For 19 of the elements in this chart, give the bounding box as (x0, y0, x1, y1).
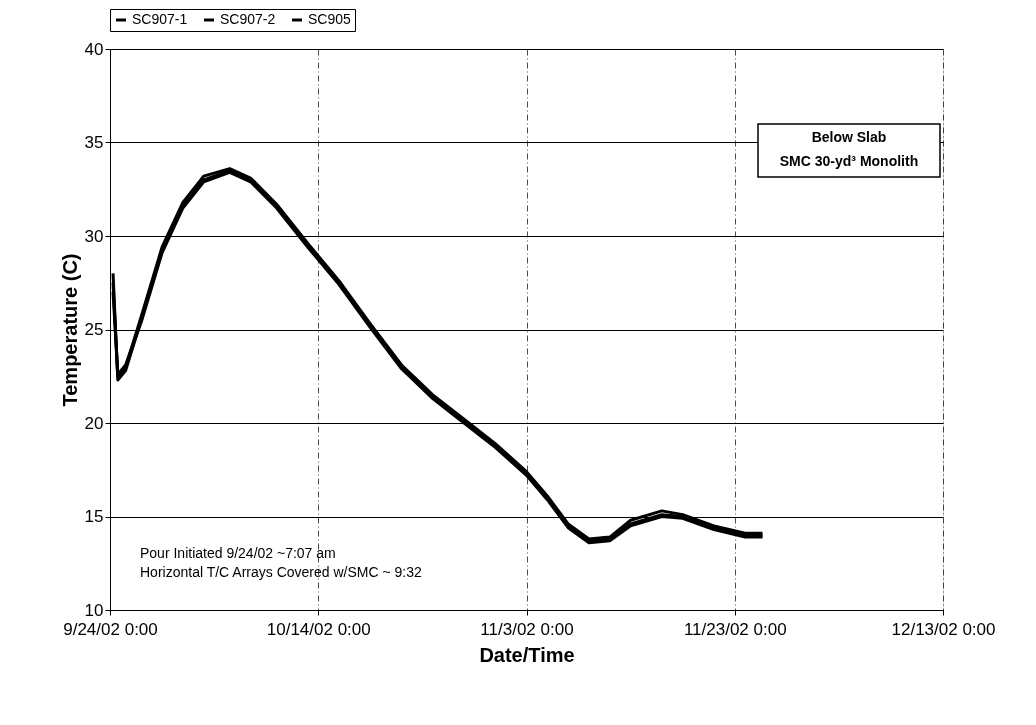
y-tick-label: 10 (84, 600, 104, 620)
y-tick-label: 25 (84, 320, 104, 339)
x-tick-label: 9/24/02 0:00 (63, 619, 158, 639)
legend-label: SC905 (308, 11, 352, 27)
y-axis-title: Temperature (C) (58, 253, 81, 407)
annotation: Below Slab SMC 30-yd³ Monolith (779, 129, 919, 169)
y-tick-label: 30 (84, 226, 104, 246)
x-tick-label: 11/23/02 0:00 (683, 619, 787, 639)
legend-label: SC907-1 (132, 11, 188, 27)
annotation: Pour Initiated 9/24/02 ~7:07 am Horizontal T/C Arrays Covered w/SMC ~ 9:32 (140, 545, 422, 580)
legend-label: SC907-2 (220, 11, 276, 27)
x-tick-label: 10/14/02 0:00 (266, 619, 371, 639)
x-axis-title: Date/Time (479, 643, 575, 666)
y-tick-label: 15 (84, 507, 104, 526)
x-tick-label: 12/13/02 0:00 (891, 619, 996, 639)
y-tick-label: 20 (84, 413, 104, 433)
y-tick-label: 40 (84, 39, 104, 59)
x-tick-label: 11/3/02 0:00 (480, 619, 574, 639)
y-tick-label: 35 (84, 133, 104, 152)
